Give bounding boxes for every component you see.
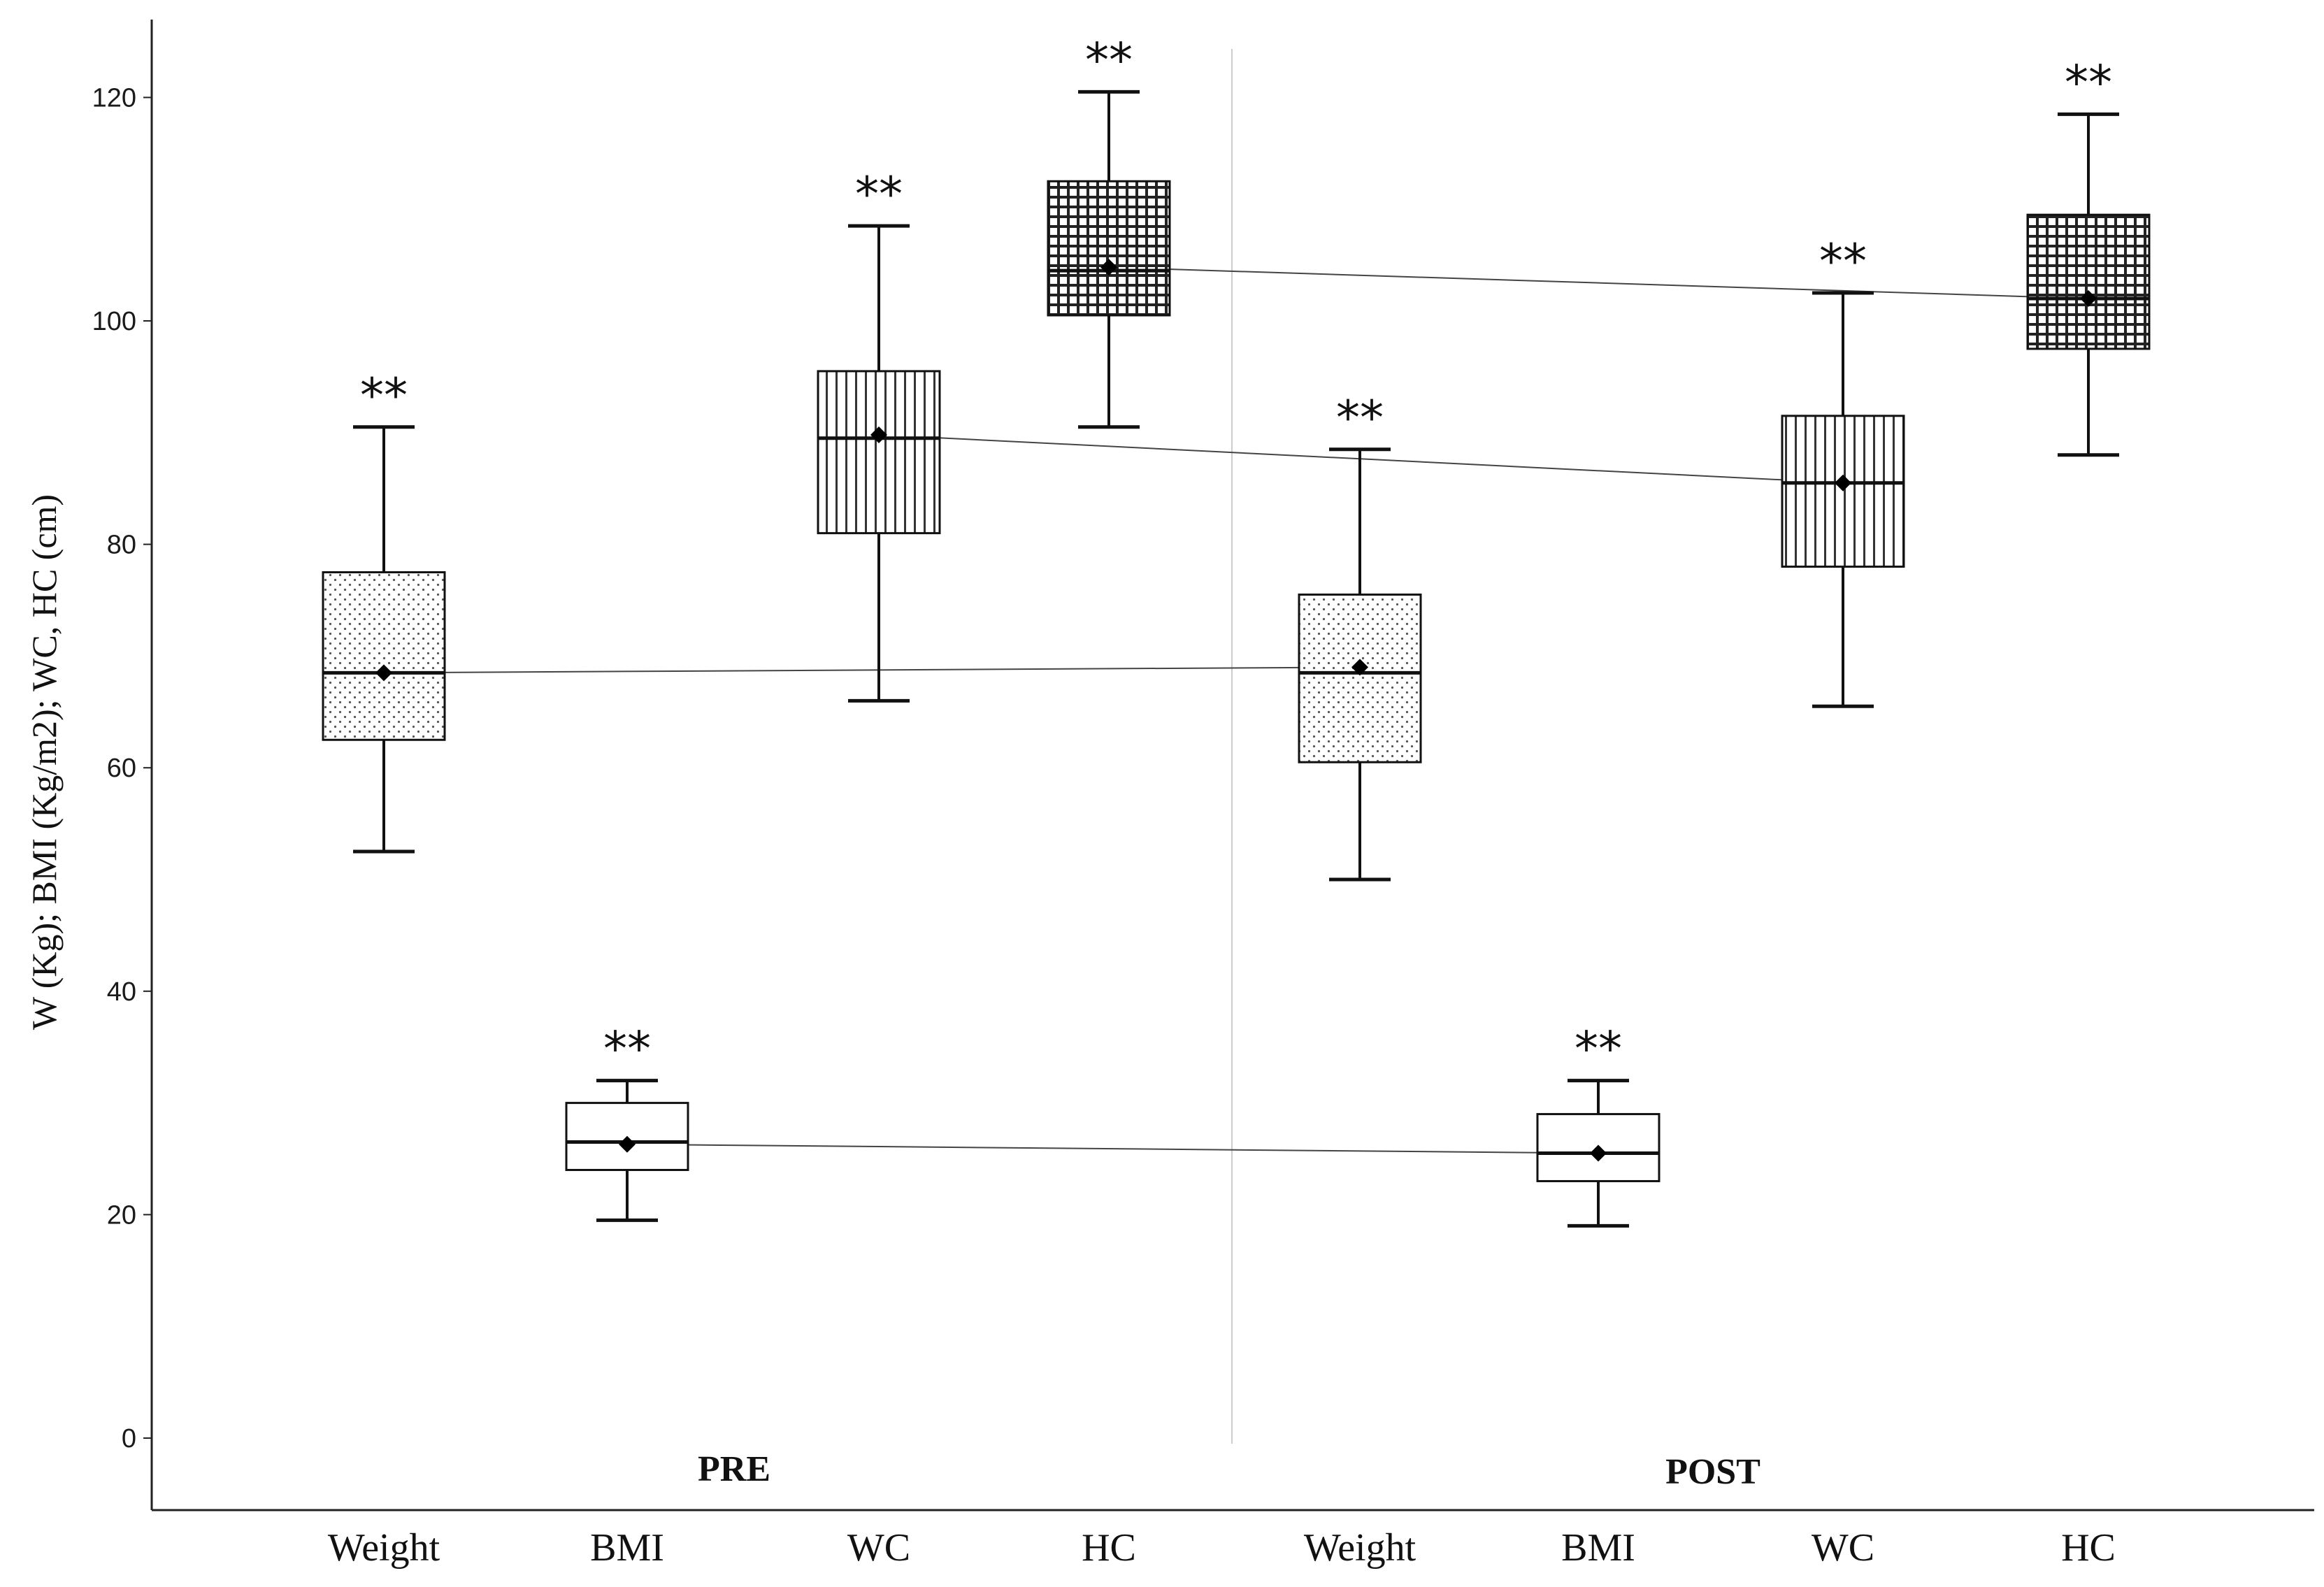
significance-stars: ** bbox=[1819, 234, 1867, 289]
x-category-label: BMI bbox=[1561, 1526, 1635, 1570]
plot-frame bbox=[150, 20, 2314, 1511]
y-axis-title: W (Kg); BMI (Kg/m2); WC, HC (cm) bbox=[24, 494, 64, 1030]
box-post-hc: ** bbox=[2026, 55, 2151, 457]
y-tick-label: 0 bbox=[122, 1424, 136, 1453]
x-category-label: WC bbox=[847, 1526, 910, 1570]
box-series: ** ** ** ** ** ** ** ** bbox=[322, 33, 2151, 1228]
x-category-label: HC bbox=[1082, 1526, 1136, 1570]
y-tick-label: 120 bbox=[92, 83, 136, 113]
iqr-box bbox=[817, 370, 941, 535]
box-pre-hc: ** bbox=[1047, 33, 1171, 429]
mean-marker bbox=[375, 664, 392, 682]
mean-line-weight bbox=[383, 666, 1361, 674]
mean-connector-lines bbox=[383, 266, 2089, 1154]
iqr-box bbox=[1298, 594, 1422, 763]
mean-marker bbox=[1835, 474, 1851, 491]
box-post-weight: ** bbox=[1298, 391, 1422, 882]
mean-marker bbox=[2080, 290, 2097, 308]
mean-marker bbox=[1590, 1144, 1607, 1162]
y-tick-label: 80 bbox=[107, 531, 136, 560]
iqr-box bbox=[2026, 213, 2151, 350]
mean-line-hc bbox=[1108, 266, 2089, 300]
group-label-pre: PRE bbox=[698, 1449, 770, 1489]
iqr-box bbox=[1047, 180, 1171, 317]
x-axis-category-labels: Weight BMI WC HC Weight BMI WC HC bbox=[328, 1526, 2116, 1570]
box-post-wc: ** bbox=[1781, 234, 1905, 708]
mean-marker bbox=[619, 1135, 636, 1153]
significance-stars: ** bbox=[855, 167, 903, 222]
x-category-label: WC bbox=[1812, 1526, 1874, 1570]
y-tick-label: 60 bbox=[107, 754, 136, 783]
significance-stars: ** bbox=[1085, 33, 1133, 88]
significance-stars: ** bbox=[2065, 55, 2112, 110]
x-category-label: HC bbox=[2061, 1526, 2116, 1570]
significance-stars: ** bbox=[603, 1022, 651, 1077]
y-tick-label: 20 bbox=[107, 1200, 136, 1230]
mean-marker bbox=[1100, 259, 1117, 276]
box-pre-wc: ** bbox=[817, 167, 941, 703]
x-category-label: BMI bbox=[590, 1526, 664, 1570]
y-axis-ticks: 0 20 40 60 80 100 120 bbox=[92, 83, 152, 1453]
box-post-bmi: ** bbox=[1536, 1022, 1660, 1228]
group-label-post: POST bbox=[1665, 1452, 1760, 1492]
mean-line-bmi bbox=[626, 1143, 1599, 1154]
iqr-box bbox=[322, 571, 446, 741]
mean-marker bbox=[870, 426, 887, 443]
box-pre-bmi: ** bbox=[565, 1022, 689, 1222]
significance-stars: ** bbox=[360, 368, 408, 424]
significance-stars: ** bbox=[1336, 391, 1384, 446]
significance-stars: ** bbox=[1575, 1022, 1622, 1077]
box-pre-weight: ** bbox=[322, 368, 446, 854]
x-category-label: Weight bbox=[1304, 1526, 1416, 1570]
y-tick-label: 100 bbox=[92, 307, 136, 336]
x-category-label: Weight bbox=[328, 1526, 440, 1570]
y-tick-label: 40 bbox=[107, 977, 136, 1007]
mean-marker bbox=[1351, 659, 1368, 676]
